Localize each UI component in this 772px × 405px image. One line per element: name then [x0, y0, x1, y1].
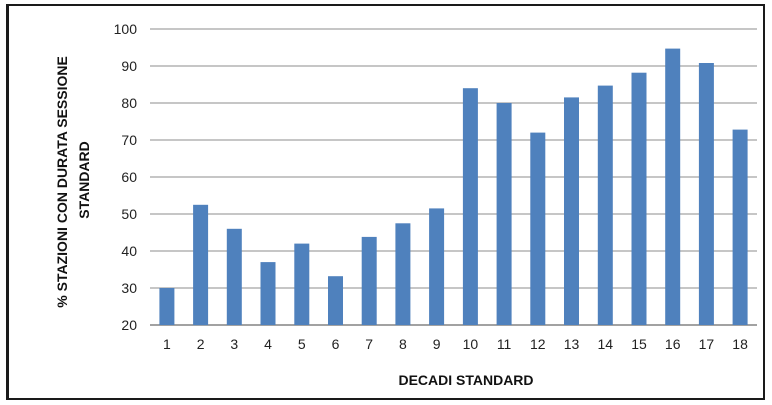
bar-15: [631, 72, 647, 325]
y-tick-label-60: 60: [121, 169, 137, 185]
bar-2: [193, 204, 209, 326]
x-tick-label-16: 16: [665, 336, 681, 352]
y-tick-label-100: 100: [114, 21, 138, 37]
bar-3: [226, 228, 242, 325]
bar-16: [665, 48, 681, 325]
x-axis-title: DECADI STANDARD: [398, 372, 533, 388]
x-tick-label-1: 1: [163, 336, 171, 352]
y-tick-label-90: 90: [121, 58, 137, 74]
y-tick-label-70: 70: [121, 132, 137, 148]
x-tick-labels: 1 2 3 4 5 6 7 8 9 10 11 12 13 14 15 16 17 18: [163, 336, 748, 352]
x-tick-label-17: 17: [699, 336, 715, 352]
bar-18: [732, 129, 748, 325]
x-tick-label-13: 13: [564, 336, 580, 352]
x-tick-label-7: 7: [365, 336, 373, 352]
y-tick-label-40: 40: [121, 243, 137, 259]
y-axis-title-line-1: % STAZIONI CON DURATA SESSIONE: [54, 56, 70, 308]
bar-12: [530, 132, 546, 325]
bar-6: [328, 276, 343, 325]
x-tick-label-5: 5: [298, 336, 306, 352]
bar-11: [496, 103, 512, 325]
x-tick-label-3: 3: [230, 336, 238, 352]
y-tick-label-50: 50: [121, 206, 137, 222]
x-tick-label-4: 4: [264, 336, 272, 352]
x-tick-label-2: 2: [197, 336, 205, 352]
x-tick-label-11: 11: [497, 336, 512, 352]
bar-1: [159, 288, 175, 325]
bars: [159, 48, 748, 326]
bar-7: [361, 236, 377, 325]
x-tick-label-15: 15: [631, 336, 647, 352]
bar-17: [698, 63, 714, 325]
bar-13: [564, 97, 579, 326]
x-tick-label-8: 8: [399, 336, 407, 352]
y-tick-labels: 20 30 40 50 60 70 80 90 100: [114, 21, 138, 333]
x-tick-label-10: 10: [463, 336, 479, 352]
bar-4: [260, 262, 276, 325]
x-tick-label-6: 6: [332, 336, 340, 352]
y-tick-label-20: 20: [121, 317, 137, 333]
x-tick-label-12: 12: [530, 336, 546, 352]
bar-8: [395, 223, 411, 326]
x-tick-label-18: 18: [732, 336, 748, 352]
bar-10: [462, 88, 478, 325]
bar-9: [429, 208, 445, 325]
y-axis-title-line-2: STANDARD: [76, 141, 92, 219]
x-tick-label-9: 9: [433, 336, 441, 352]
bar-5: [294, 243, 310, 325]
y-axis-title: % STAZIONI CON DURATA SESSIONE STANDARD: [54, 52, 92, 307]
gridlines: [150, 28, 757, 326]
y-tick-label-30: 30: [121, 280, 137, 296]
bar-14: [597, 85, 613, 325]
x-tick-label-14: 14: [598, 336, 614, 352]
y-tick-label-80: 80: [121, 95, 137, 111]
